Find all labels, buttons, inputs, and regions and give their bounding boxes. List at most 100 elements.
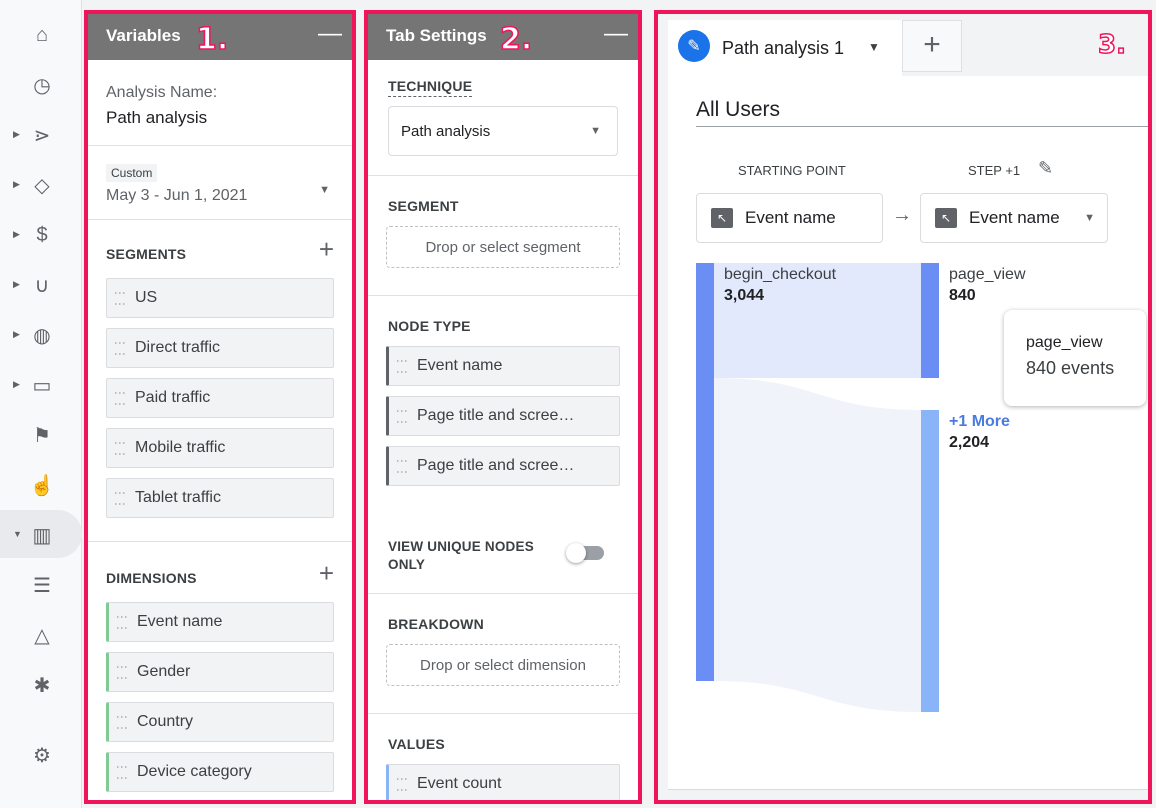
gear-icon[interactable]: ⚙ [33,744,51,767]
drag-handle-icon[interactable]: ⋮⋮ [395,455,409,477]
more-nodes-link[interactable]: +1 More [949,413,1010,430]
step-select[interactable]: ↖ Event name ▼ [920,193,1108,243]
nav-selected-highlight [0,510,82,558]
minimize-icon[interactable]: — [318,20,342,47]
drag-handle-icon[interactable]: ⋮⋮ [113,337,127,359]
chip-label: US [135,289,158,306]
explore-icon[interactable]: ⋗ [33,124,51,147]
variables-header: Variables — [88,14,352,60]
tab-menu-icon[interactable]: ▼ [868,40,880,54]
segment-chip[interactable]: ⋮⋮ Mobile traffic [106,428,334,468]
add-segment-icon[interactable]: + [318,234,334,264]
drag-handle-icon[interactable]: ⋮⋮ [113,437,127,459]
chip-label: Paid traffic [135,389,211,406]
node-begin-checkout[interactable] [696,263,714,681]
starting-point-select[interactable]: ↖ Event name [696,193,883,243]
cursor-icon: ↖ [711,208,733,228]
segment-chip[interactable]: ⋮⋮ Paid traffic [106,378,334,418]
flag-icon[interactable]: ⚑ [33,424,51,447]
chip-label: Event name [417,357,503,374]
flow-to-page-view[interactable] [714,263,921,378]
globe-icon[interactable]: ◍ [33,324,51,347]
dimension-chip[interactable]: ⋮⋮ Event name [106,602,334,642]
minimize-icon[interactable]: — [604,20,628,47]
node-type-chip[interactable]: ⋮⋮ Event name [386,346,620,386]
start-node-value: 3,044 [724,287,765,304]
unique-nodes-label: VIEW UNIQUE NODES ONLY [388,539,534,572]
tab-path-analysis[interactable]: ✎ Path analysis 1 ▼ [668,20,902,76]
audience-icon[interactable]: ☰ [33,574,51,597]
expand-caret-icon[interactable]: ▶ [13,329,20,339]
chip-label: Page title and scree… [417,407,575,424]
magnet-icon[interactable]: ∪ [34,274,50,297]
technique-select[interactable]: Path analysis ▼ [388,106,618,156]
expand-caret-icon[interactable]: ▶ [13,229,20,239]
drag-handle-icon[interactable]: ⋮⋮ [395,405,409,427]
clock-icon[interactable]: ◷ [33,74,51,97]
values-label: VALUES [388,736,445,752]
panel-title: Tab Settings [386,26,487,45]
expand-caret-icon[interactable]: ▼ [13,529,22,539]
drag-handle-icon[interactable]: ⋮⋮ [115,761,129,783]
drag-handle-icon[interactable]: ⋮⋮ [113,487,127,509]
segment-drop-zone[interactable]: Drop or select segment [386,226,620,268]
value-chip[interactable]: ⋮⋮ Event count [386,764,620,800]
touch-icon[interactable]: ☝ [29,474,55,497]
drag-handle-icon[interactable]: ⋮⋮ [395,355,409,377]
tag-icon[interactable]: ◇ [34,174,50,197]
panel-number-badge: 1. [195,21,229,58]
expand-caret-icon[interactable]: ▶ [13,379,20,389]
node-page-view[interactable] [921,263,939,378]
chip-label: Event name [137,613,223,630]
drag-handle-icon[interactable]: ⋮⋮ [113,287,127,309]
dimension-chip[interactable]: ⋮⋮ Country [106,702,334,742]
chevron-down-icon: ▼ [319,184,330,196]
node-type-chip[interactable]: ⋮⋮ Page title and scree… [386,446,620,486]
dimension-chip[interactable]: ⋮⋮ Gender [106,652,334,692]
segment-chip[interactable]: ⋮⋮ Direct traffic [106,328,334,368]
segment-chip[interactable]: ⋮⋮ Tablet traffic [106,478,334,518]
analysis-name-input[interactable]: Path analysis [106,108,208,127]
add-tab-button[interactable]: + [902,20,962,72]
expand-caret-icon[interactable]: ▶ [13,129,20,139]
date-tag: Custom [106,164,158,182]
step-node-value: 840 [949,287,976,304]
segment-chip[interactable]: ⋮⋮ US [106,278,334,318]
node-tooltip: page_view 840 events [1004,310,1146,406]
devices-icon[interactable]: ▭ [32,374,52,397]
expand-caret-icon[interactable]: ▶ [13,179,20,189]
node-type-chip[interactable]: ⋮⋮ Page title and scree… [386,396,620,436]
drag-handle-icon[interactable]: ⋮⋮ [113,387,127,409]
add-dimension-icon[interactable]: + [318,558,334,588]
segment-title: All Users [696,98,1148,127]
dimensions-section: DIMENSIONS + ⋮⋮ Event name ⋮⋮ Gender ⋮⋮ Count… [88,542,352,792]
values-section: VALUES ⋮⋮ Event count [368,714,638,800]
home-icon[interactable]: ⌂ [35,23,49,46]
shapes-icon[interactable]: △ [34,624,50,647]
date-range-value: May 3 - Jun 1, 2021 [106,187,248,204]
technique-section: TECHNIQUE Path analysis ▼ [368,60,638,176]
chip-label: Event count [417,775,502,792]
chevron-down-icon: ▼ [590,125,601,137]
edit-step-icon[interactable]: ✎ [1038,158,1054,178]
drag-handle-icon[interactable]: ⋮⋮ [115,661,129,683]
tab-settings-header: Tab Settings — [368,14,638,60]
drag-handle-icon[interactable]: ⋮⋮ [395,773,409,795]
starting-node-type: Event name [745,208,836,227]
analysis-name-section: Analysis Name: Path analysis [88,60,352,146]
node-more[interactable] [921,410,939,712]
drag-handle-icon[interactable]: ⋮⋮ [115,711,129,733]
drag-handle-icon[interactable]: ⋮⋮ [115,611,129,633]
bug-icon[interactable]: ✱ [33,674,51,697]
breakdown-drop-zone[interactable]: Drop or select dimension [386,644,620,686]
canvas-panel: ✎ Path analysis 1 ▼ + All Users STARTING… [654,10,1152,804]
chip-label: Page title and scree… [417,457,575,474]
date-range-picker[interactable]: Custom May 3 - Jun 1, 2021 ▼ [88,146,352,220]
unique-nodes-toggle[interactable] [566,543,604,563]
analysis-icon[interactable]: ▥ [32,524,52,547]
flow-to-more[interactable] [714,378,921,712]
breakdown-section: BREAKDOWN Drop or select dimension [368,594,638,714]
expand-caret-icon[interactable]: ▶ [13,279,20,289]
dollar-icon[interactable]: $ [36,223,48,246]
dimension-chip[interactable]: ⋮⋮ Device category [106,752,334,792]
